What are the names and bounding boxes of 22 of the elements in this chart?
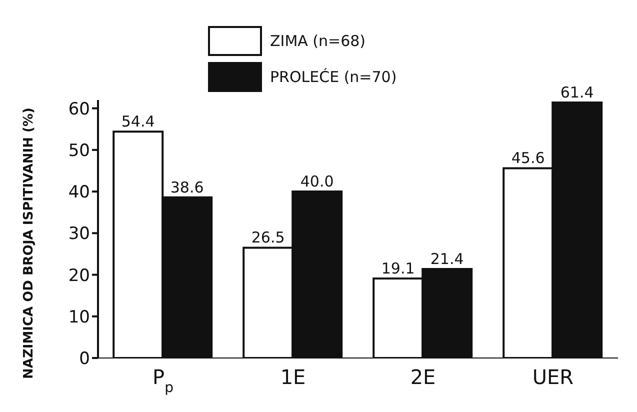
data-label: 38.6 xyxy=(170,178,204,196)
data-label: 45.6 xyxy=(511,149,545,168)
x-tick-label: P$_{p}$ xyxy=(152,365,174,396)
data-label: 61.4 xyxy=(560,83,594,102)
x-tick-label: 2E xyxy=(410,365,436,389)
y-tick-label: 0 xyxy=(79,349,90,370)
x-tick-label: UER xyxy=(532,365,574,389)
data-label: 19.1 xyxy=(381,260,415,278)
data-label: 26.5 xyxy=(251,228,285,247)
y-tick-label: 60 xyxy=(68,99,90,120)
y-tick-label: 30 xyxy=(68,224,90,244)
data-label: 21.4 xyxy=(430,250,464,268)
y-tick-label: 20 xyxy=(68,266,90,286)
y-tick-label: 40 xyxy=(68,182,90,203)
y-axis-title: NAZIMICA OD BROJA ISPITIVANIH (%) xyxy=(22,108,37,379)
legend-label: PROLEĆE (n=70) xyxy=(270,68,397,86)
y-tick-label: 50 xyxy=(68,140,90,161)
legend-label: ZIMA (n=68) xyxy=(270,32,366,50)
data-label: 54.4 xyxy=(121,112,155,131)
x-tick-label: 1E xyxy=(280,365,306,389)
data-label: 40.0 xyxy=(300,172,334,191)
y-tick-label: 10 xyxy=(68,307,90,328)
